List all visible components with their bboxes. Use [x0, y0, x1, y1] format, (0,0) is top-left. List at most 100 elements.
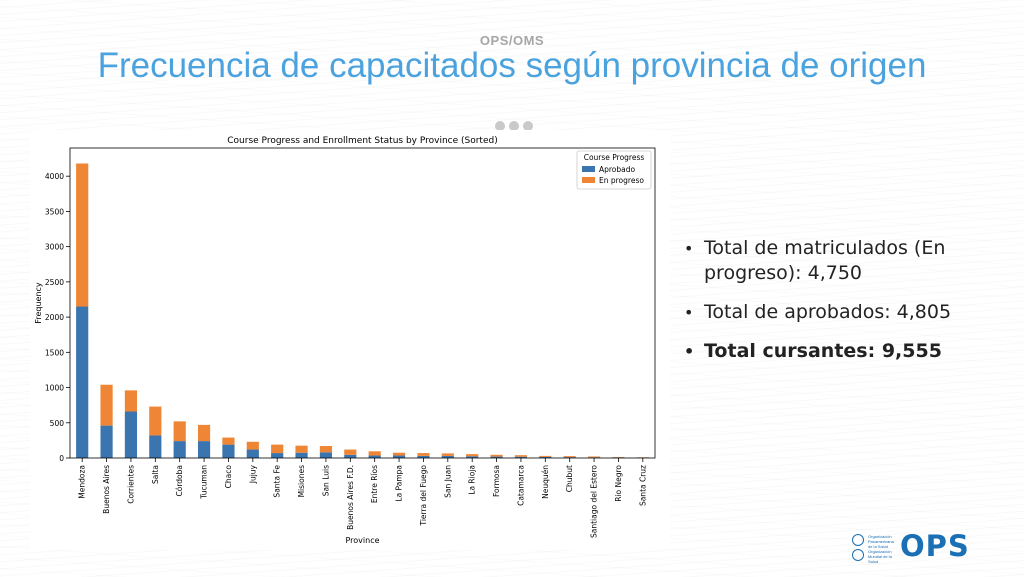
bar-aprobado — [149, 435, 162, 458]
logo-mark: OPS — [900, 529, 970, 563]
bar-aprobado — [76, 306, 89, 458]
bar-aprobado — [173, 441, 186, 458]
x-tick-label: San Juan — [443, 465, 452, 498]
bar-en-progreso — [76, 163, 89, 307]
y-tick-label: 500 — [50, 419, 65, 428]
bar-aprobado — [222, 444, 235, 458]
y-tick-label: 1000 — [45, 384, 64, 393]
bar-aprobado — [563, 457, 576, 458]
bar-en-progreso — [514, 455, 528, 457]
bar-aprobado — [344, 454, 357, 458]
bar-en-progreso — [587, 456, 601, 458]
x-axis-label: Province — [345, 536, 379, 545]
x-tick-label: Rio Negro — [614, 465, 623, 502]
bar-en-progreso — [563, 456, 576, 458]
bar-aprobado — [271, 453, 284, 458]
bullet-dot-icon: • — [684, 342, 695, 361]
bar-aprobado — [319, 452, 333, 458]
x-tick-label: Salta — [151, 465, 160, 484]
bar-aprobado — [466, 456, 479, 458]
bar-aprobado — [197, 441, 211, 458]
y-tick-label: 0 — [59, 454, 64, 463]
x-tick-label: Formosa — [492, 465, 501, 497]
bar-aprobado — [368, 455, 381, 458]
bullet-dot-icon: • — [684, 303, 694, 322]
bar-en-progreso — [222, 437, 235, 445]
bullet-text: Total de aprobados: 4,805 — [704, 301, 952, 323]
slide-title: Frecuencia de capacitados según provinci… — [97, 46, 927, 85]
logo-org-line: Organización Panamericana de la Salud — [868, 534, 894, 549]
bar-en-progreso — [441, 453, 454, 456]
globe-icon — [852, 549, 864, 561]
x-tick-label: San Luis — [321, 465, 330, 496]
bar-en-progreso — [539, 455, 552, 457]
x-tick-label: Tucuman — [200, 465, 209, 500]
bullet-matriculados: • Total de matriculados (En progreso): 4,… — [684, 236, 984, 286]
x-tick-label: Tierra del Fuego — [419, 465, 428, 527]
legend-title: Course Progress — [584, 153, 645, 162]
bar-aprobado — [100, 425, 113, 458]
bar-aprobado — [539, 456, 552, 458]
bullet-dot-icon: • — [684, 239, 694, 258]
title-decoration-dots — [495, 121, 535, 133]
bar-aprobado — [295, 452, 308, 458]
x-tick-label: La Pampa — [395, 465, 404, 502]
bar-aprobado — [490, 456, 503, 458]
x-tick-label: Misiones — [297, 465, 306, 498]
y-axis-label: Frequency — [34, 282, 43, 324]
bar-aprobado — [246, 449, 259, 458]
legend-label: En progreso — [599, 176, 644, 185]
y-tick-label: 3000 — [45, 243, 64, 252]
bar-en-progreso — [490, 454, 503, 457]
bar-en-progreso — [466, 454, 479, 457]
x-tick-label: Buenos Aires F.D. — [346, 465, 355, 530]
bar-en-progreso — [197, 424, 211, 442]
y-tick-label: 2500 — [45, 278, 64, 287]
bar-en-progreso — [319, 446, 333, 453]
x-tick-label: Chubut — [565, 465, 574, 492]
bar-en-progreso — [173, 421, 186, 442]
bar-aprobado — [417, 455, 430, 458]
ops-logo: Organización Panamericana de la Salud Or… — [852, 529, 992, 564]
chart-container: Course Progress and Enrollment Status by… — [30, 130, 670, 550]
bullet-text: Total cursantes: 9,555 — [704, 340, 942, 362]
x-tick-label: Jujuy — [248, 464, 257, 484]
x-tick-label: Catamarca — [516, 465, 525, 506]
bar-en-progreso — [392, 452, 406, 456]
x-tick-label: Buenos Aires — [102, 465, 111, 514]
globe-icon — [852, 534, 864, 546]
x-tick-label: La Rioja — [468, 465, 477, 495]
x-tick-label: Santiago del Estero — [590, 465, 599, 538]
bar-aprobado — [514, 456, 528, 458]
legend-box — [576, 150, 652, 190]
x-tick-label: Santa Cruz — [638, 465, 647, 506]
legend-swatch — [582, 166, 595, 172]
bar-en-progreso — [368, 451, 381, 456]
stacked-bar-chart: Course Progress and Enrollment Status by… — [34, 136, 656, 545]
bar-en-progreso — [124, 390, 138, 412]
x-tick-label: Entre Ríos — [370, 465, 379, 503]
summary-list: • Total de matriculados (En progreso): 4,… — [684, 236, 984, 378]
bar-en-progreso — [149, 406, 162, 436]
bar-aprobado — [124, 411, 138, 458]
bar-en-progreso — [246, 441, 259, 450]
legend-label: Aprobado — [599, 165, 636, 174]
x-tick-label: Neuquén — [541, 465, 550, 499]
bullet-aprobados: • Total de aprobados: 4,805 — [684, 300, 984, 325]
org-header: OPS/OMS — [479, 33, 545, 48]
chart-title: Course Progress and Enrollment Status by… — [227, 136, 497, 146]
legend-swatch — [582, 177, 595, 183]
bullet-text: Total de matriculados (En progreso): 4,7… — [704, 237, 946, 284]
x-tick-label: Córdoba — [175, 465, 184, 496]
bar-aprobado — [441, 455, 454, 458]
x-tick-label: Corrientes — [126, 465, 135, 504]
bullet-total-cursantes: • Total cursantes: 9,555 — [684, 339, 984, 364]
y-tick-label: 4000 — [45, 172, 64, 181]
logo-org-line: Organización Mundial de la Salud — [868, 549, 892, 564]
x-tick-label: Santa Fe — [273, 465, 282, 498]
bar-en-progreso — [417, 453, 430, 456]
y-tick-label: 3500 — [45, 207, 64, 216]
y-tick-label: 1500 — [45, 348, 64, 357]
bar-en-progreso — [100, 384, 113, 426]
y-tick-label: 2000 — [45, 313, 64, 322]
